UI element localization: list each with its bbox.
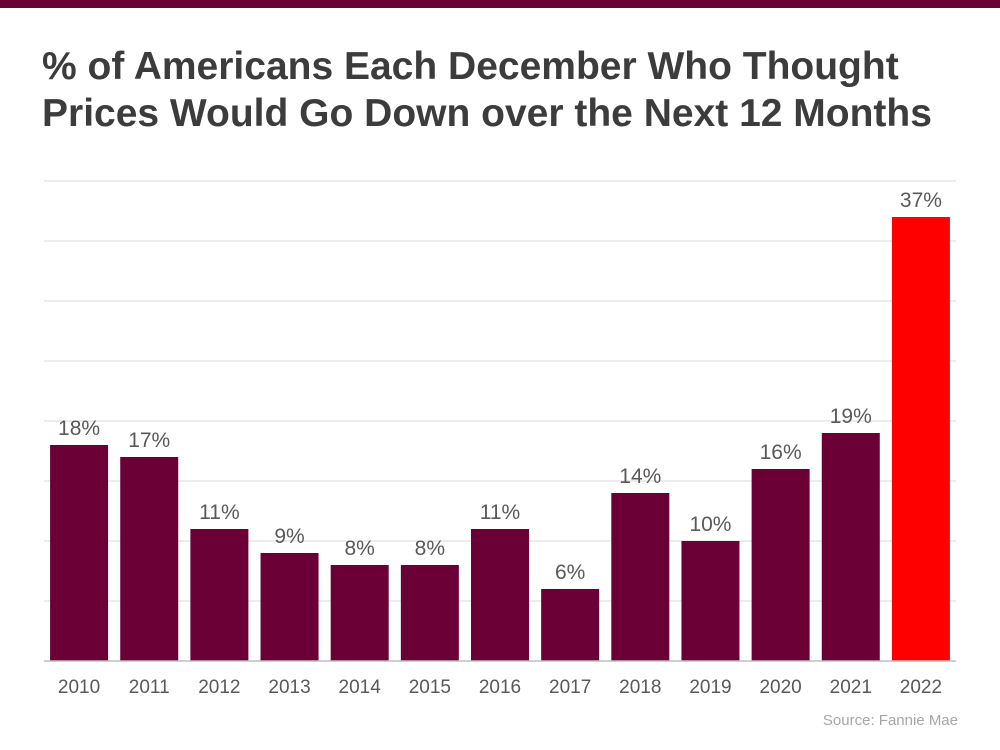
data-label-2019: 10% (689, 513, 731, 536)
top-accent-bar (0, 0, 1000, 8)
chart-title-line-1: % of Americans Each December Who Thought (42, 45, 899, 88)
bar-2011 (120, 457, 179, 661)
x-tick-label-2019: 2019 (689, 677, 731, 698)
x-tick-label-2020: 2020 (759, 677, 801, 698)
x-tick-label-2014: 2014 (339, 677, 382, 698)
x-tick-label-2017: 2017 (549, 677, 591, 698)
data-label-2011: 17% (128, 429, 170, 452)
bars-group (50, 217, 950, 661)
bar-2019 (681, 541, 740, 661)
bar-2010 (50, 445, 109, 661)
bar-2020 (751, 469, 810, 661)
x-tick-label-2012: 2012 (198, 677, 240, 698)
data-label-2021: 19% (830, 405, 872, 428)
data-labels-group: 18% 17% 11% 9% 8% 8% 11% 6% 14% 10% 16% 19% 37% (58, 189, 942, 584)
x-tick-label-2018: 2018 (619, 677, 661, 698)
data-label-2012: 11% (199, 501, 239, 524)
x-tick-label-2016: 2016 (479, 677, 521, 698)
chart-title: % of Americans Each December Who Thought… (42, 44, 972, 138)
bar-2013 (260, 553, 319, 661)
data-label-2010: 18% (58, 417, 100, 440)
data-label-2016: 11% (480, 501, 520, 524)
x-tick-label-2013: 2013 (268, 677, 310, 698)
bar-2017 (541, 589, 600, 661)
data-label-2018: 14% (619, 465, 661, 488)
bar-2014 (330, 565, 389, 661)
bar-2012 (190, 529, 249, 661)
x-tick-labels-group: 2010 2011 2012 2013 2014 2015 2016 2017 2018 2019… (58, 677, 942, 698)
data-label-2022: 37% (900, 189, 942, 212)
x-tick-label-2021: 2021 (830, 677, 872, 698)
bar-2015 (400, 565, 459, 661)
gridlines (44, 180, 956, 602)
x-tick-label-2010: 2010 (58, 677, 100, 698)
bar-2018 (611, 493, 670, 661)
bar-2016 (471, 529, 529, 661)
bar-2022 (891, 217, 950, 661)
chart-title-line-2: Prices Would Go Down over the Next 12 Mo… (42, 91, 932, 135)
data-label-2015: 8% (415, 537, 445, 560)
x-tick-label-2011: 2011 (129, 677, 170, 698)
x-tick-label-2022: 2022 (900, 677, 942, 698)
data-label-2013: 9% (274, 525, 304, 548)
x-tick-label-2015: 2015 (409, 677, 451, 698)
data-label-2017: 6% (555, 561, 585, 584)
data-label-2014: 8% (345, 537, 375, 560)
bar-2021 (821, 433, 880, 661)
source-note: Source: Fannie Mae (822, 712, 958, 729)
data-label-2020: 16% (760, 441, 802, 464)
